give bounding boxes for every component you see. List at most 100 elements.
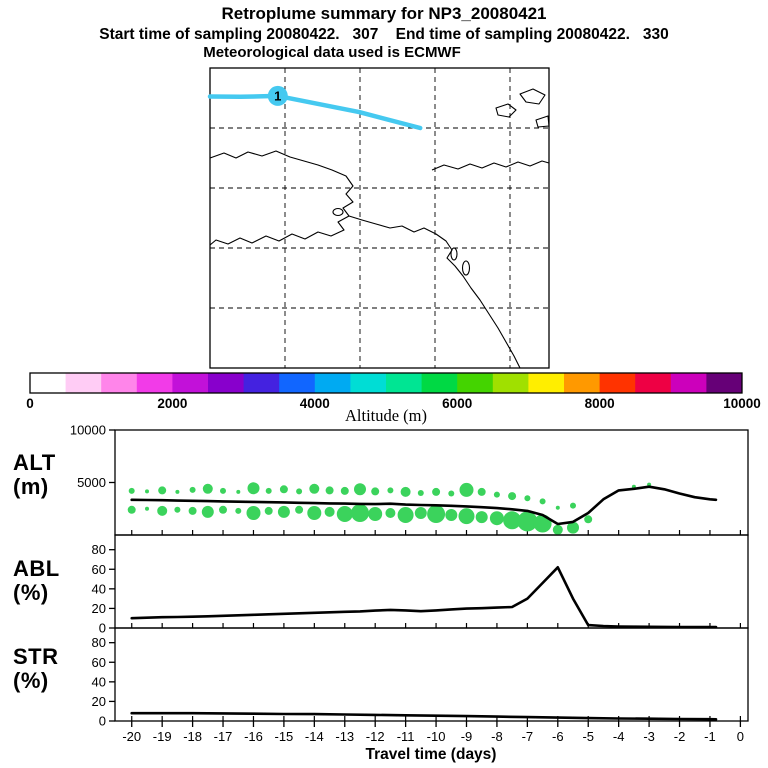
plume-bubble bbox=[432, 487, 441, 496]
met-data-line: Meteorological data used is ECMWF bbox=[203, 44, 461, 61]
trajectory-layer: 1 bbox=[207, 85, 423, 131]
plume-bubble bbox=[324, 506, 335, 517]
x-axis-tick-label: -12 bbox=[366, 729, 385, 744]
abl-panel-unit: (%) bbox=[13, 580, 49, 605]
colorbar-segment bbox=[279, 373, 316, 393]
plume-bubble bbox=[448, 490, 455, 497]
y-tick-label: 60 bbox=[92, 562, 106, 577]
x-axis-tick-label: -13 bbox=[335, 729, 354, 744]
map: 1 bbox=[207, 67, 550, 369]
colorbar-segment bbox=[492, 373, 529, 393]
arctic-island bbox=[535, 115, 550, 128]
map-gridlines bbox=[210, 68, 549, 368]
alt-panel-line bbox=[130, 485, 718, 526]
x-axis-tick-label: -19 bbox=[153, 729, 172, 744]
abl-panel-line bbox=[130, 565, 718, 629]
plume-bubble bbox=[570, 502, 576, 509]
colorbar-tick-label: 6000 bbox=[442, 396, 472, 411]
colorbar-tick-label: 8000 bbox=[585, 396, 615, 411]
plume-bubble bbox=[414, 507, 427, 519]
x-axis-tick-label: -2 bbox=[674, 729, 686, 744]
plume-bubble bbox=[489, 511, 504, 526]
x-axis-tick-label: -5 bbox=[582, 729, 594, 744]
plume-bubble bbox=[397, 507, 414, 523]
plume-bubble bbox=[400, 486, 411, 497]
y-tick-label: 5000 bbox=[77, 475, 106, 490]
plume-bubble bbox=[533, 514, 552, 533]
y-tick-label: 60 bbox=[92, 655, 106, 670]
x-axis-tick-label: -9 bbox=[461, 729, 473, 744]
x-axis-tick-label: 0 bbox=[737, 729, 744, 744]
x-axis-tick-label: -11 bbox=[397, 729, 415, 744]
plume-bubble bbox=[189, 486, 196, 493]
x-axis-tick-label: -10 bbox=[427, 729, 446, 744]
y-tick-label: 40 bbox=[92, 674, 106, 689]
island bbox=[461, 260, 471, 276]
abl-panel-frame bbox=[114, 534, 749, 629]
str-panel-unit: (%) bbox=[13, 668, 49, 693]
x-axis-tick-label: -20 bbox=[122, 729, 141, 744]
plume-bubble bbox=[371, 487, 380, 496]
plume-bubble bbox=[307, 506, 322, 520]
plume-bubble bbox=[539, 498, 546, 505]
plume-bubble bbox=[458, 508, 475, 525]
x-axis-tick-label: -17 bbox=[214, 729, 233, 744]
plume-bubble bbox=[220, 487, 226, 494]
x-axis-title: Travel time (days) bbox=[366, 746, 497, 763]
colorbar-segment bbox=[706, 373, 743, 393]
y-tick-label: 0 bbox=[99, 621, 106, 636]
plume-bubble bbox=[219, 505, 227, 514]
plume-bubble bbox=[427, 505, 446, 523]
coastline-alaska bbox=[209, 150, 354, 246]
x-axis-tick-label: -18 bbox=[183, 729, 202, 744]
colorbar-segment bbox=[421, 373, 458, 393]
plume-bubble bbox=[174, 506, 181, 513]
colorbar-segment bbox=[599, 373, 636, 393]
arctic-island bbox=[495, 103, 517, 118]
x-axis-tick-label: -3 bbox=[643, 729, 655, 744]
colorbar-segment bbox=[350, 373, 387, 393]
figure-title: Retroplume summary for NP3_20080421 bbox=[221, 4, 547, 23]
plume-bubble bbox=[202, 483, 213, 494]
colorbar-segment bbox=[635, 373, 672, 393]
y-tick-label: 40 bbox=[92, 581, 106, 596]
plume-bubble bbox=[459, 482, 474, 497]
plume-bubble bbox=[340, 486, 349, 495]
abl-panel-label: ABL bbox=[13, 556, 60, 581]
arctic-island bbox=[519, 88, 546, 105]
colorbar-segment bbox=[564, 373, 600, 393]
plume-bubble bbox=[517, 511, 538, 532]
plume-bubble bbox=[385, 508, 396, 518]
colorbar-tick-label: 10000 bbox=[723, 396, 761, 411]
trajectory-marker-label: 1 bbox=[274, 88, 281, 103]
plume-bubble bbox=[493, 491, 500, 498]
plume-bubble bbox=[445, 509, 458, 521]
plume-bubble bbox=[295, 505, 304, 514]
plume-bubble bbox=[145, 506, 149, 511]
str-panel-label: STR bbox=[13, 644, 59, 669]
plume-bubble bbox=[354, 483, 366, 496]
plume-bubble bbox=[235, 507, 242, 514]
plume-bubble bbox=[503, 511, 522, 530]
colorbar-segment bbox=[208, 373, 244, 393]
colorbar-segment bbox=[314, 373, 351, 393]
sampling-times-line: Start time of sampling 20080422. 307 End… bbox=[99, 26, 669, 43]
x-axis-tick-label: -16 bbox=[244, 729, 263, 744]
plume-bubble bbox=[555, 505, 560, 510]
map-frame bbox=[209, 67, 550, 369]
colorbar-segment bbox=[136, 373, 173, 393]
alt-panel-label: ALT bbox=[13, 450, 56, 475]
colorbar-segment bbox=[386, 373, 422, 393]
x-axis-tick-label: -1 bbox=[704, 729, 716, 744]
y-tick-label: 80 bbox=[92, 542, 106, 557]
y-tick-label: 80 bbox=[92, 635, 106, 650]
x-axis-tick-label: -8 bbox=[491, 729, 503, 744]
colorbar-segment bbox=[457, 373, 494, 393]
plume-bubble bbox=[175, 489, 180, 494]
plume-bubble bbox=[265, 487, 272, 494]
plume-bubble bbox=[336, 506, 353, 522]
plume-bubble bbox=[296, 488, 303, 495]
colorbar-border bbox=[29, 372, 743, 394]
colorbar-segment bbox=[172, 373, 209, 393]
